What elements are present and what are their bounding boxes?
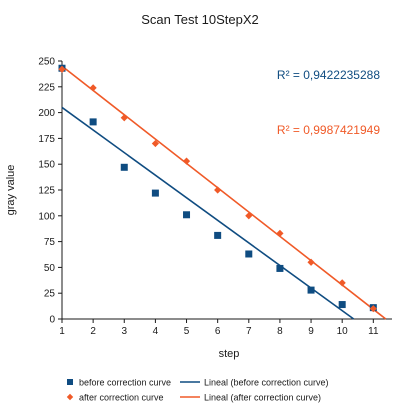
legend-item-lineal-before: Lineal (before correction curve) <box>180 378 329 388</box>
y-tick-label: 100 <box>38 211 55 222</box>
legend-label: Lineal (before correction curve) <box>204 378 329 388</box>
point-after-correction <box>307 258 315 266</box>
point-after-correction <box>58 65 66 73</box>
point-after-correction <box>245 212 253 220</box>
point-after-correction <box>182 157 191 165</box>
point-before-correction <box>89 118 97 126</box>
trendline-before <box>61 106 355 320</box>
x-axis-label: step <box>219 348 240 360</box>
legend-label: Lineal (after correction curve) <box>204 393 321 403</box>
chart-title: Scan Test 10StepX2 <box>141 12 259 27</box>
point-before-correction <box>183 211 191 219</box>
x-tick-label: 2 <box>90 326 96 337</box>
x-tick-label: 4 <box>153 326 159 337</box>
x-tick-label: 11 <box>368 326 379 337</box>
r-squared-after-annotation: R² = 0,9987421949 <box>277 123 380 137</box>
y-tick-label: 0 <box>49 315 55 326</box>
y-tick-label: 150 <box>38 160 55 171</box>
trendline-after <box>61 65 387 320</box>
legend: before correction curve Lineal (before co… <box>66 378 329 403</box>
y-axis-label: gray value <box>5 165 17 216</box>
x-axis-ticks: 1 2 3 4 5 6 7 8 9 10 11 <box>59 319 379 337</box>
legend-label: before correction curve <box>79 378 171 388</box>
x-tick-label: 3 <box>121 326 127 337</box>
point-before-correction <box>307 286 315 294</box>
x-tick-label: 9 <box>308 326 314 337</box>
point-before-correction <box>276 264 284 272</box>
y-tick-label: 75 <box>44 237 56 248</box>
point-before-correction <box>245 250 253 258</box>
y-tick-label: 250 <box>38 57 55 68</box>
y-tick-label: 125 <box>38 186 55 197</box>
point-after-correction <box>151 139 159 148</box>
x-tick-label: 5 <box>184 326 190 337</box>
x-tick-label: 1 <box>59 326 65 337</box>
x-tick-label: 6 <box>215 326 221 337</box>
point-after-correction <box>120 114 128 122</box>
y-tick-label: 225 <box>38 82 55 93</box>
axes: 1 2 3 4 5 6 7 8 9 10 11 0 25 50 75 100 125 150 175 200 225 2… <box>38 57 392 337</box>
legend-marker-square <box>67 379 73 385</box>
point-before-correction <box>338 301 346 309</box>
y-tick-label: 25 <box>44 289 56 300</box>
r-squared-before-annotation: R² = 0,9422235288 <box>277 68 380 82</box>
legend-label: after correction curve <box>79 393 164 403</box>
legend-marker-diamond <box>66 393 74 401</box>
point-after-correction <box>276 229 284 237</box>
x-tick-label: 8 <box>277 326 283 337</box>
y-tick-label: 50 <box>44 263 56 274</box>
point-after-correction <box>369 305 377 313</box>
point-after-correction <box>89 84 97 92</box>
y-axis-ticks: 0 25 50 75 100 125 150 175 200 225 250 <box>38 57 62 326</box>
x-tick-label: 10 <box>337 326 349 337</box>
point-before-correction <box>151 189 159 197</box>
point-before-correction <box>214 231 222 239</box>
point-after-correction <box>338 279 346 287</box>
x-tick-label: 7 <box>246 326 252 337</box>
data-points <box>58 64 377 313</box>
y-tick-label: 200 <box>38 108 55 119</box>
legend-item-lineal-after: Lineal (after correction curve) <box>180 393 321 403</box>
y-tick-label: 175 <box>38 134 55 145</box>
trendlines <box>61 65 387 320</box>
point-before-correction <box>120 163 128 171</box>
legend-item-before-correction: before correction curve <box>67 378 171 388</box>
legend-item-after-correction: after correction curve <box>66 393 164 403</box>
point-after-correction <box>214 186 222 194</box>
